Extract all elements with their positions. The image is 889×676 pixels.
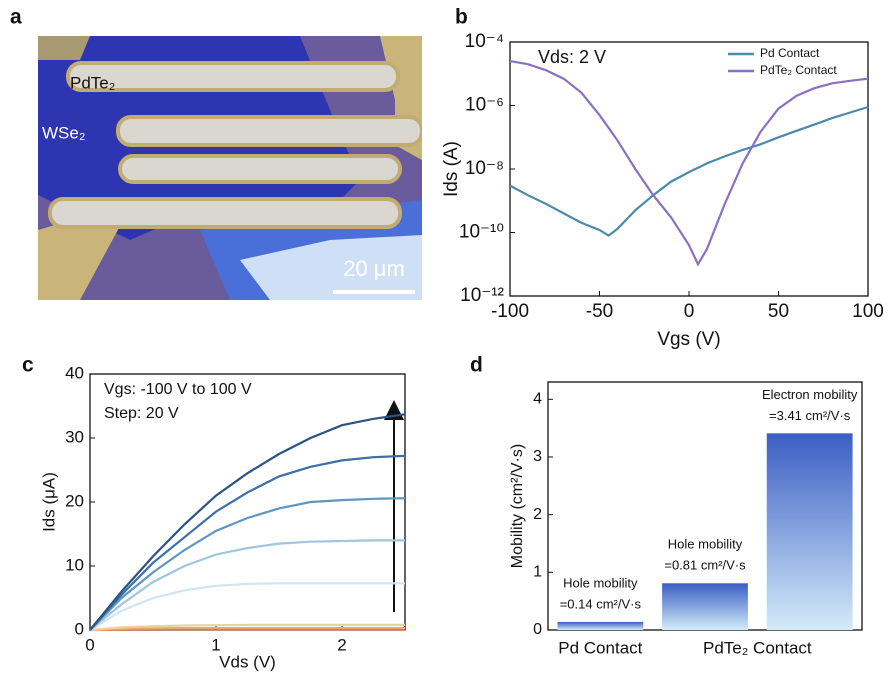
- annotation: Vgs: -100 V to 100 V: [104, 381, 252, 398]
- x-tick-label: PdTe₂ Contact: [703, 638, 812, 657]
- y-tick-label: 30: [65, 427, 84, 446]
- x-tick-label: 0: [85, 635, 94, 654]
- x-tick-label: 1: [211, 635, 220, 654]
- image-label: PdTe₂: [70, 73, 115, 92]
- y-tick-label: 20: [65, 491, 84, 510]
- panel-label: b: [455, 6, 468, 29]
- y-axis-label: Ids (μA): [39, 472, 58, 532]
- y-tick-label: 10: [65, 555, 84, 574]
- line-series: [89, 627, 405, 632]
- panel-label: a: [10, 6, 22, 29]
- legend-label: PdTe₂ Contact: [760, 63, 837, 77]
- panel-label: c: [22, 354, 34, 377]
- y-tick-label: 10⁻⁶: [465, 95, 504, 116]
- y-tick-label: 1: [533, 564, 542, 581]
- y-tick-label: 4: [533, 391, 542, 408]
- value-label: =0.14 cm²/V·s: [560, 596, 642, 611]
- legend-label: Pd Contact: [760, 46, 820, 60]
- line-series: [89, 413, 406, 631]
- x-tick-label: 0: [684, 301, 695, 322]
- micrograph: [38, 36, 422, 300]
- panel-label: d: [470, 354, 483, 377]
- line-series: [509, 60, 869, 267]
- scale-bar-label: 20 μm: [343, 256, 405, 281]
- y-tick-label: 0: [75, 619, 84, 638]
- line-series: [509, 105, 869, 237]
- y-tick-label: 10⁻⁸: [465, 158, 504, 179]
- value-label: =3.41 cm²/V·s: [769, 408, 851, 423]
- y-tick-label: 2: [533, 506, 542, 523]
- line-series: [89, 623, 405, 632]
- bar: [662, 583, 748, 630]
- y-tick-label: 0: [533, 621, 542, 638]
- x-tick-label: -50: [586, 301, 613, 322]
- y-axis-label: Ids (A): [441, 141, 462, 197]
- x-tick-label: 50: [768, 301, 789, 322]
- bar: [557, 621, 644, 630]
- bar: [766, 433, 853, 630]
- value-label: =0.81 cm²/V·s: [664, 558, 746, 573]
- line-series: [89, 582, 405, 631]
- x-tick-label: 2: [337, 635, 346, 654]
- y-axis-label: Mobility (cm²/V·s): [509, 444, 526, 568]
- bar-label: Electron mobility: [762, 387, 858, 402]
- y-tick-label: 10⁻¹²: [460, 285, 504, 306]
- bar-label: Hole mobility: [668, 537, 743, 552]
- x-tick-label: -100: [491, 301, 529, 322]
- y-tick-label: 10⁻¹⁰: [459, 222, 504, 243]
- y-tick-label: 3: [533, 448, 542, 465]
- y-tick-label: 10⁻⁴: [465, 31, 504, 52]
- annotation: Step: 20 V: [104, 405, 179, 422]
- x-tick-label: 100: [852, 301, 884, 322]
- line-series: [89, 497, 406, 631]
- image-label: WSe₂: [42, 123, 85, 142]
- y-tick-label: 40: [65, 363, 84, 382]
- line-series: [89, 454, 406, 631]
- x-axis-label: Vds (V): [219, 652, 276, 671]
- x-axis-label: Vgs (V): [657, 329, 720, 350]
- annotation: Vds: 2 V: [538, 47, 606, 67]
- bar-label: Hole mobility: [563, 575, 638, 590]
- x-tick-label: Pd Contact: [558, 638, 642, 657]
- line-series: [89, 539, 405, 631]
